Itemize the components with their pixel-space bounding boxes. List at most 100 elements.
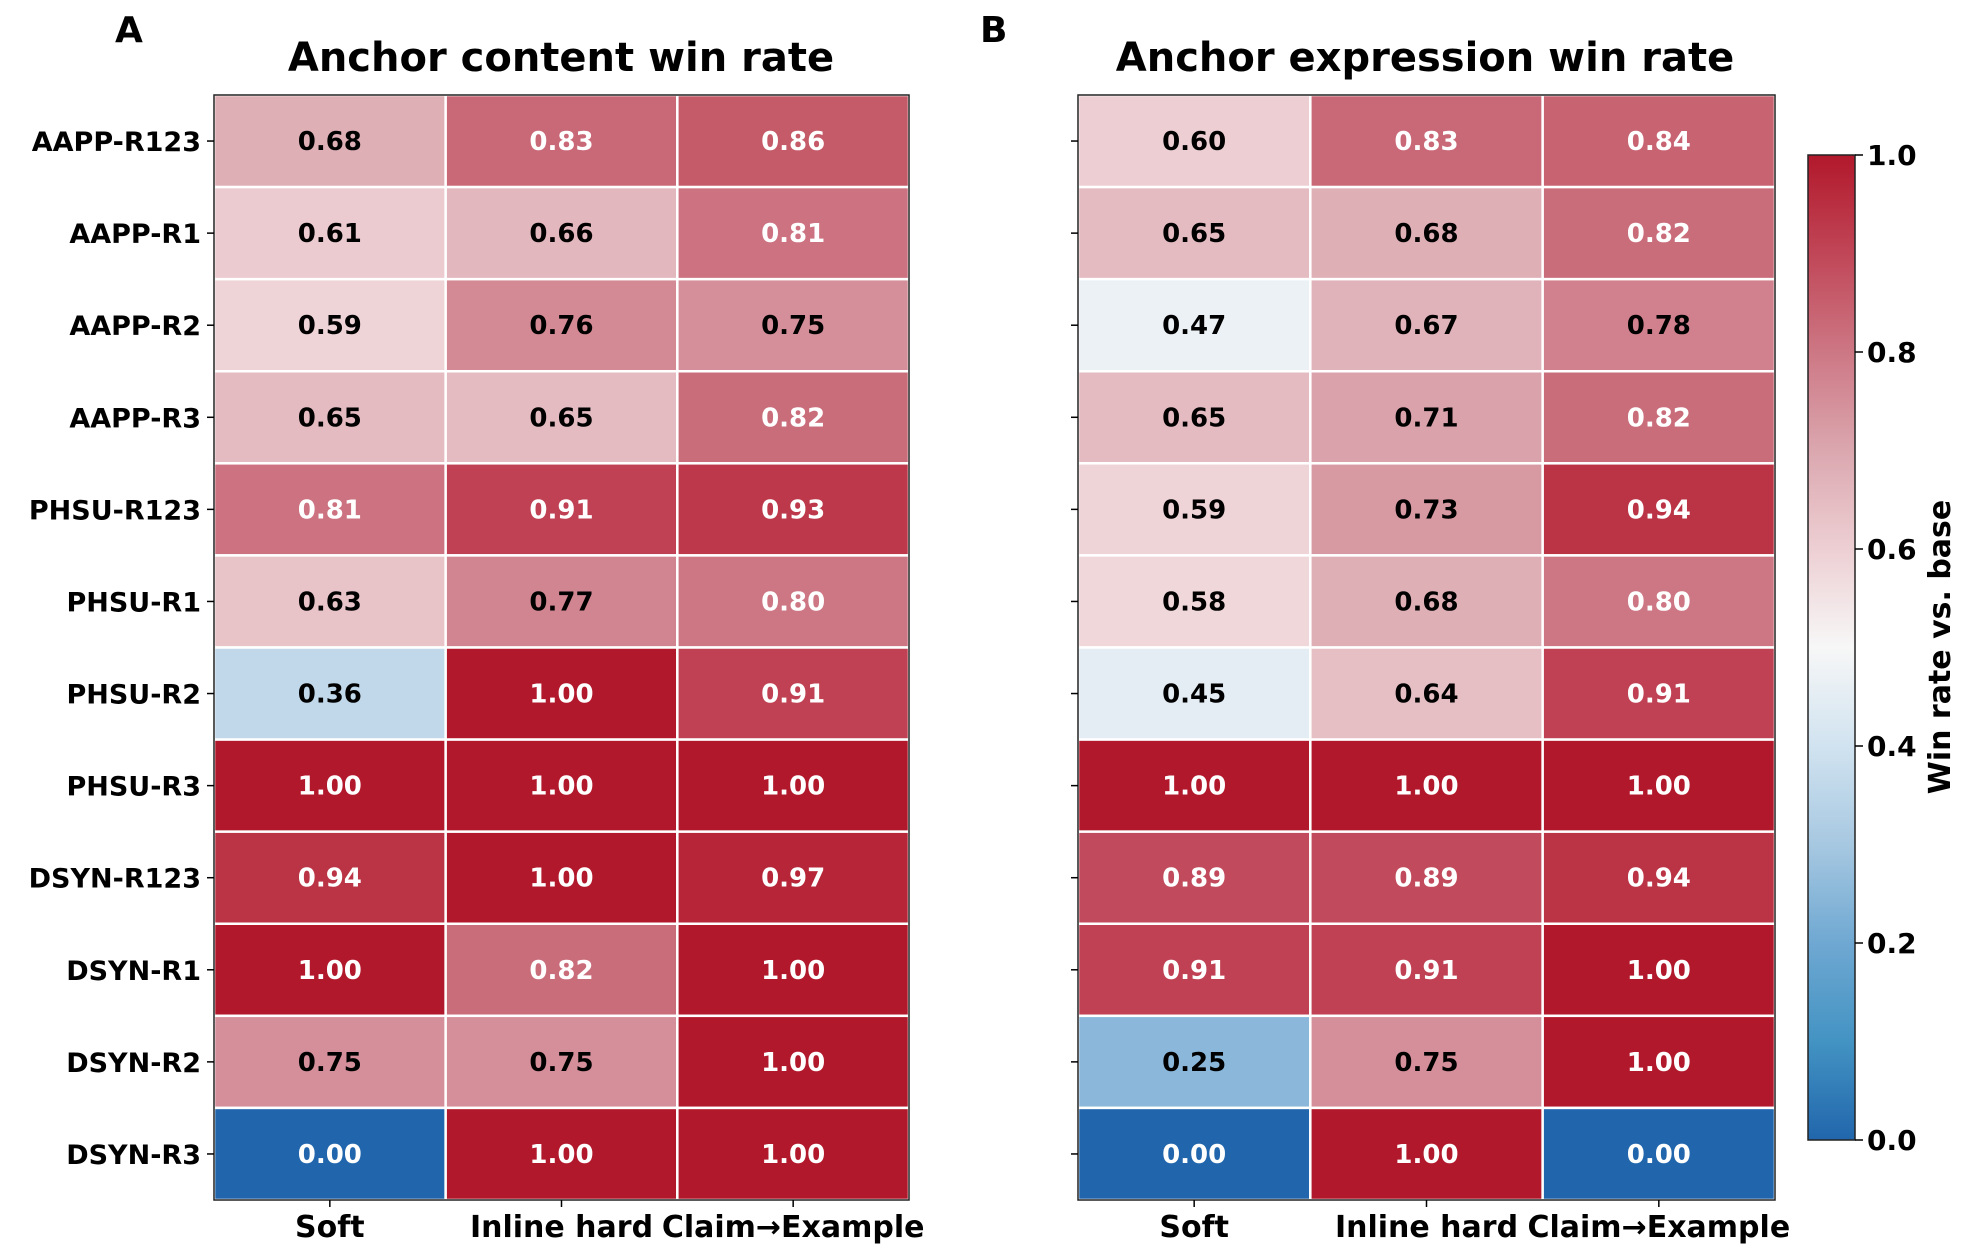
panel-b-cell-label: 0.45 [1162,680,1226,710]
panel-b-cell-label: 0.91 [1627,680,1691,710]
panel-b-cell-label: 0.91 [1394,956,1458,986]
panel-a-cell [444,646,679,741]
panel-a-cell-label: 0.36 [298,680,362,710]
panel-b-title: Anchor expression win rate [1116,35,1734,81]
panel-a-cell-label: 0.65 [529,403,593,433]
colorbar-ticks: 0.0 0.2 0.4 0.6 0.8 1.0 [1855,139,1917,1157]
panel-a-cell-label: 0.86 [761,127,825,157]
panel-a-cell [212,93,447,189]
panel-b-cell [1541,646,1777,741]
panel-a-row-label: DSYN-R3 [66,1140,201,1171]
panel-b-cell-label: 0.47 [1162,311,1226,341]
panel-b-cell-label: 0.68 [1394,219,1458,249]
colorbar-tick-label: 0.8 [1867,336,1917,369]
colorbar-tick-label: 1.0 [1867,139,1917,172]
panel-b-cell-label: 0.84 [1627,127,1691,157]
panel-b-cell [1076,738,1312,833]
colorbar-tick-label: 0.4 [1867,730,1917,763]
panel-b-row-ticks [1071,140,1078,1155]
panel-b-cell-label: 1.00 [1627,772,1691,802]
panel-b-cell [1309,462,1544,557]
panel-a-cell [676,830,911,926]
panel-b-cell-label: 0.59 [1162,495,1226,525]
panel-b-cell-label: 0.58 [1162,587,1226,617]
panel-b-column-label: Claim→Example [1527,1210,1790,1245]
panel-a-cell-label: 0.75 [298,1048,362,1078]
panel-a-cell [212,1014,447,1110]
panel-b-cell-label: 0.82 [1627,403,1691,433]
panel-a-cell-label: 1.00 [761,1048,825,1078]
panel-a-cell-label: 1.00 [529,864,593,894]
panel-a-cell-label: 0.65 [298,403,362,433]
panel-a-cell-label: 0.75 [761,311,825,341]
panel-a-cell-label: 0.83 [529,127,593,157]
colorbar-tick-label: 0.0 [1867,1124,1917,1157]
panel-b-column-label: Soft [1159,1210,1229,1245]
panel-a-row-label: AAPP-R3 [69,403,201,434]
panel-a-column-labels: Soft Inline hard Claim→Example [295,1200,925,1245]
panel-a-cell [212,830,447,926]
panel-b-cell-label: 0.00 [1162,1140,1226,1170]
panel-a-cell [676,554,911,649]
panel-a-cell-label: 0.61 [298,219,362,249]
panel-b-cell [1541,93,1777,189]
panel-a-cell-label: 0.76 [529,311,593,341]
panel-a-cell-label: 0.82 [529,956,593,986]
panel-a-cell-label: 0.66 [529,219,593,249]
panel-a-cell-label: 0.63 [298,587,362,617]
panel-a-cells: 0.68 0.83 0.86 0.61 0.66 0.81 0.59 0.76 0.75 0.65… [212,93,911,1202]
panel-b-cell [1541,462,1777,557]
colorbar-label: Win rate vs. base [1923,500,1958,795]
panel-a-cell-label: 1.00 [529,1140,593,1170]
panel-b-cell-label: 1.00 [1162,772,1226,802]
panel-a-row-label: PHSU-R3 [66,772,201,803]
panel-b-cell [1541,922,1777,1018]
panel-b-cell [1309,830,1544,926]
panel-a-cell [444,93,679,189]
panel-b-cell [1309,646,1544,741]
panel-a-cell-label: 0.97 [761,864,825,894]
panel-a-cell-label: 0.81 [298,495,362,525]
colorbar-tick-label: 0.2 [1867,927,1917,960]
panel-b-cell-label: 0.65 [1162,219,1226,249]
panel-b-cell [1541,738,1777,833]
colorbar: 0.0 0.2 0.4 0.6 0.8 1.0 Win rate vs. base [1807,139,1958,1157]
panel-b-cell [1541,554,1777,649]
panel-a-cell-label: 1.00 [529,772,593,802]
panel-b-cell [1309,370,1544,465]
panel-b-cell-label: 1.00 [1394,1140,1458,1170]
panel-a-row-label: PHSU-R1 [66,587,201,618]
panel-b-cell-label: 0.78 [1627,311,1691,341]
panel-a-row-label: PHSU-R123 [29,495,201,526]
panel-a-column-label: Inline hard [470,1210,653,1245]
panel-a-row-label: DSYN-R1 [66,956,201,987]
panel-a-cell-label: 0.80 [761,587,825,617]
panel-b-column-labels: Soft Inline hard Claim→Example [1159,1200,1790,1245]
panel-a-row-label: DSYN-R2 [66,1048,201,1079]
panel-b-cell-label: 0.00 [1627,1140,1691,1170]
panel-b-cell [1541,277,1777,373]
panel-a-cell [212,370,447,465]
panel-b-column-label: Inline hard [1335,1210,1518,1245]
panel-a-column-label: Soft [295,1210,365,1245]
panel-b-cell-label: 0.60 [1162,127,1226,157]
panel-a-row-label: AAPP-R123 [32,127,201,158]
panel-a-cell-label: 0.94 [298,864,362,894]
panel-b-cell [1309,185,1544,281]
panel-a-cell-label: 0.00 [298,1140,362,1170]
panel-b-cell [1541,1106,1777,1202]
panel-a-cell [444,738,679,833]
panel-b-cell-label: 0.89 [1394,864,1458,894]
panel-a-cell-label: 1.00 [761,772,825,802]
panel-b-cell [1309,922,1544,1018]
panel-b-cell [1076,922,1312,1018]
panel-a-cell-label: 1.00 [529,680,593,710]
panel-b-cell-label: 0.73 [1394,495,1458,525]
panel-a-row-labels: AAPP-R123 AAPP-R1 AAPP-R2 AAPP-R3 PHSU-R123 P… [29,127,214,1171]
panel-b-cell-label: 0.64 [1394,680,1458,710]
panel-b-cell [1309,1014,1544,1110]
panel-b-cell-label: 0.68 [1394,587,1458,617]
panel-a-cell [676,185,911,281]
panel-b-cell-label: 0.83 [1394,127,1458,157]
